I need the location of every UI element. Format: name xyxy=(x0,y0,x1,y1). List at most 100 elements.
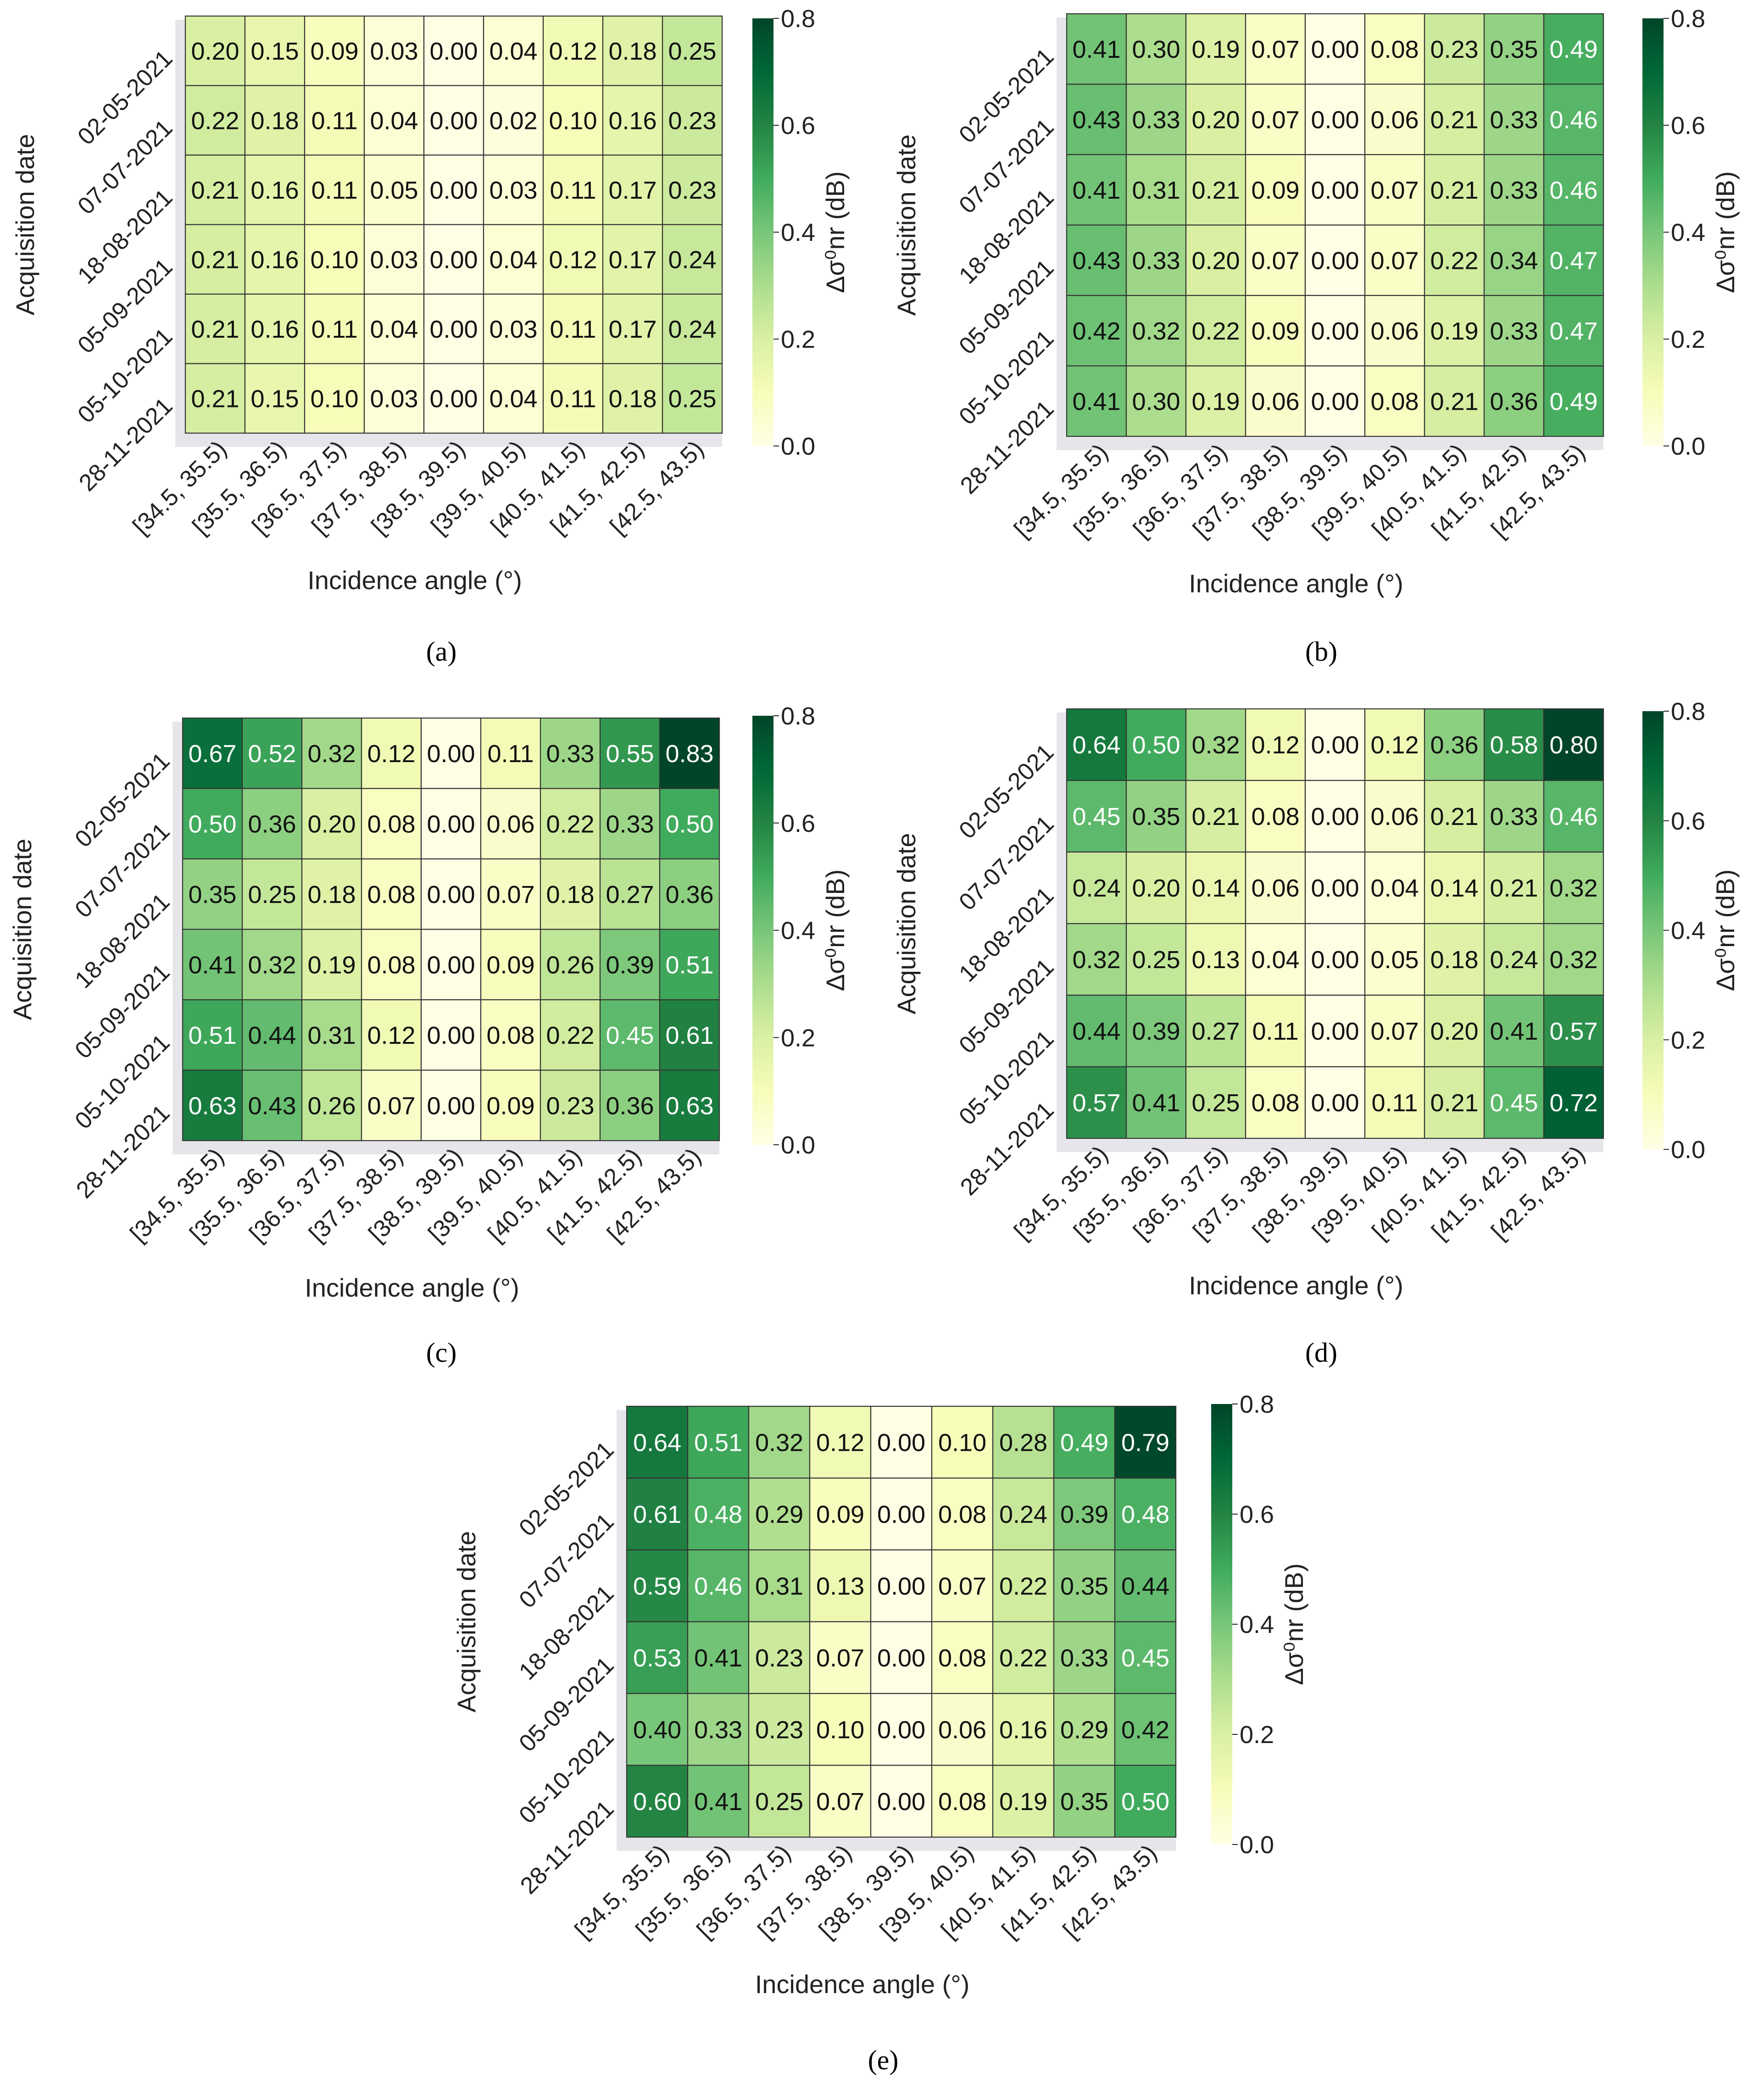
cell-value-r4-c6: 0.19 xyxy=(1430,318,1478,345)
heatmap-panel-1: 0.41 0.30 0.19 0.07 0.00 0.08 0.23 0.35 0.49 0.43… xyxy=(892,5,1740,667)
heatmap-cell-r2-c4 xyxy=(423,154,484,225)
cell-value-r3-c7: 0.34 xyxy=(1490,247,1538,274)
heatmap-cell-r1-c3 xyxy=(363,85,425,156)
cell-value-r0-c3: 0.03 xyxy=(370,38,418,65)
cell-value-r1-c7: 0.39 xyxy=(1060,1501,1108,1528)
cell-value-r4-c0: 0.44 xyxy=(1072,1018,1120,1045)
cell-value-r5-c5: 0.11 xyxy=(1371,1089,1418,1117)
cell-value-r3-c7: 0.17 xyxy=(608,246,657,273)
heatmap-cell-r3-c7 xyxy=(599,929,661,1001)
cell-value-r2-c7: 0.33 xyxy=(1490,177,1538,204)
heatmap-cell-r4-c6 xyxy=(540,999,601,1071)
heatmap-cell-r3-c4 xyxy=(1304,923,1366,996)
cell-value-r3-c1: 0.33 xyxy=(1132,247,1180,274)
cell-value-r5-c6: 0.21 xyxy=(1430,388,1478,415)
heatmap-cell-r0-c4 xyxy=(420,717,482,789)
cell-value-r3-c5: 0.04 xyxy=(489,246,537,273)
heatmap-panel-2: 0.67 0.52 0.32 0.12 0.00 0.11 0.33 0.55 0.83 0.50… xyxy=(8,702,850,1368)
cell-value-r5-c5: 0.08 xyxy=(938,1788,986,1816)
heatmap-cell-r4-c6 xyxy=(992,1693,1055,1766)
cell-value-r4-c8: 0.24 xyxy=(668,316,716,343)
cell-value-r0-c6: 0.33 xyxy=(546,740,594,768)
heatmap-cell-r4-c6 xyxy=(1424,295,1485,367)
heatmap-cell-r0-c2 xyxy=(304,15,365,86)
cell-value-r1-c0: 0.50 xyxy=(188,810,236,838)
cell-value-r0-c8: 0.80 xyxy=(1549,731,1597,759)
colorbar-label: Δσ⁰nr (dB) xyxy=(1280,1563,1308,1685)
cell-value-r1-c6: 0.21 xyxy=(1430,803,1478,830)
cell-value-r5-c6: 0.19 xyxy=(999,1788,1047,1816)
heatmap-cell-r1-c0 xyxy=(184,85,246,156)
cell-value-r1-c1: 0.48 xyxy=(694,1501,742,1528)
heatmap-cell-r0-c5 xyxy=(931,1405,994,1479)
heatmap-cell-r3-c6 xyxy=(1424,224,1485,296)
cell-value-r1-c5: 0.06 xyxy=(486,810,534,838)
heatmap-cell-r1-c6 xyxy=(540,788,601,860)
cell-value-r1-c8: 0.48 xyxy=(1121,1501,1169,1528)
cell-value-r0-c8: 0.25 xyxy=(668,38,716,65)
cell-value-r3-c6: 0.12 xyxy=(549,246,597,273)
heatmap-cell-r4-c0 xyxy=(1066,295,1127,367)
heatmap-panel-4: 0.64 0.51 0.32 0.12 0.00 0.10 0.28 0.49 0.79 0.61… xyxy=(452,1391,1308,2075)
cell-value-r2-c7: 0.35 xyxy=(1060,1572,1108,1600)
cell-value-r3-c1: 0.16 xyxy=(250,246,299,273)
heatmap-cell-r3-c5 xyxy=(480,929,541,1001)
heatmap-cell-r3-c8 xyxy=(1543,224,1604,296)
cell-value-r2-c6: 0.21 xyxy=(1430,177,1478,204)
cell-value-r0-c3: 0.12 xyxy=(816,1429,864,1456)
heatmap-cell-r0-c8 xyxy=(662,15,723,86)
cell-value-r2-c8: 0.44 xyxy=(1121,1572,1169,1600)
heatmap-cell-r2-c6 xyxy=(992,1549,1055,1622)
heatmap-cell-r1-c6 xyxy=(992,1477,1055,1551)
cell-value-r5-c8: 0.63 xyxy=(665,1092,713,1120)
heatmap-cell-r5-c1 xyxy=(687,1765,750,1838)
heatmap-cell-r3-c8 xyxy=(1543,923,1604,996)
cell-value-r2-c4: 0.00 xyxy=(427,881,475,908)
heatmap-cell-r4-c4 xyxy=(420,999,482,1071)
cell-value-r4-c5: 0.06 xyxy=(1370,318,1419,345)
cell-value-r5-c8: 0.50 xyxy=(1121,1788,1169,1816)
cell-value-r5-c7: 0.36 xyxy=(606,1092,654,1120)
heatmap-cell-r2-c4 xyxy=(870,1549,933,1622)
heatmap-cell-r3-c1 xyxy=(1125,224,1187,296)
cell-value-r0-c4: 0.00 xyxy=(427,740,475,768)
cell-value-r4-c2: 0.11 xyxy=(311,316,357,343)
heatmap-cell-r5-c5 xyxy=(483,363,544,434)
cell-value-r2-c2: 0.21 xyxy=(1191,177,1240,204)
heatmap-cell-r0-c2 xyxy=(1185,13,1246,85)
heatmap-cell-r4-c7 xyxy=(599,999,661,1071)
heatmap-cell-r5-c3 xyxy=(363,363,425,434)
cell-value-r1-c4: 0.00 xyxy=(877,1501,925,1528)
cell-value-r1-c6: 0.22 xyxy=(546,810,594,838)
cell-value-r1-c2: 0.20 xyxy=(307,810,356,838)
heatmap-cell-r1-c2 xyxy=(304,85,365,156)
heatmap-cell-r1-c6 xyxy=(1424,780,1485,853)
cell-value-r2-c0: 0.24 xyxy=(1072,875,1120,902)
colorbar-tick-label-0: 0.0 xyxy=(781,433,815,460)
heatmap-cell-r3-c5 xyxy=(931,1621,994,1694)
heatmap-cell-r4-c5 xyxy=(1364,994,1425,1068)
heatmap-cell-r1-c7 xyxy=(1483,84,1545,156)
heatmap-cell-r3-c2 xyxy=(748,1621,811,1694)
cell-value-r0-c7: 0.49 xyxy=(1060,1429,1108,1456)
colorbar-tick-label-3: 0.6 xyxy=(781,810,815,837)
heatmap-cell-r1-c6 xyxy=(1424,84,1485,156)
cell-value-r5-c4: 0.00 xyxy=(1311,1089,1359,1117)
cell-value-r2-c7: 0.27 xyxy=(606,881,654,908)
heatmap-cell-r0-c6 xyxy=(1424,13,1485,85)
cell-value-r2-c6: 0.14 xyxy=(1430,875,1478,902)
cell-value-r0-c4: 0.00 xyxy=(429,38,478,65)
heatmap-cell-r1-c7 xyxy=(599,788,661,860)
cell-value-r2-c1: 0.16 xyxy=(250,177,299,204)
cell-value-r1-c0: 0.22 xyxy=(191,107,239,134)
cell-value-r1-c0: 0.45 xyxy=(1072,803,1120,830)
heatmap-cell-r1-c1 xyxy=(241,788,303,860)
heatmap-cell-r0-c1 xyxy=(1125,708,1187,781)
cell-value-r2-c0: 0.59 xyxy=(633,1572,681,1600)
heatmap-cell-r0-c2 xyxy=(748,1405,811,1479)
cell-value-r3-c2: 0.13 xyxy=(1191,946,1240,974)
colorbar xyxy=(1642,711,1664,1149)
y-axis-label: Acquisition date xyxy=(892,134,921,316)
cell-value-r1-c3: 0.08 xyxy=(1251,803,1299,830)
heatmap-cell-r5-c5 xyxy=(480,1070,541,1142)
